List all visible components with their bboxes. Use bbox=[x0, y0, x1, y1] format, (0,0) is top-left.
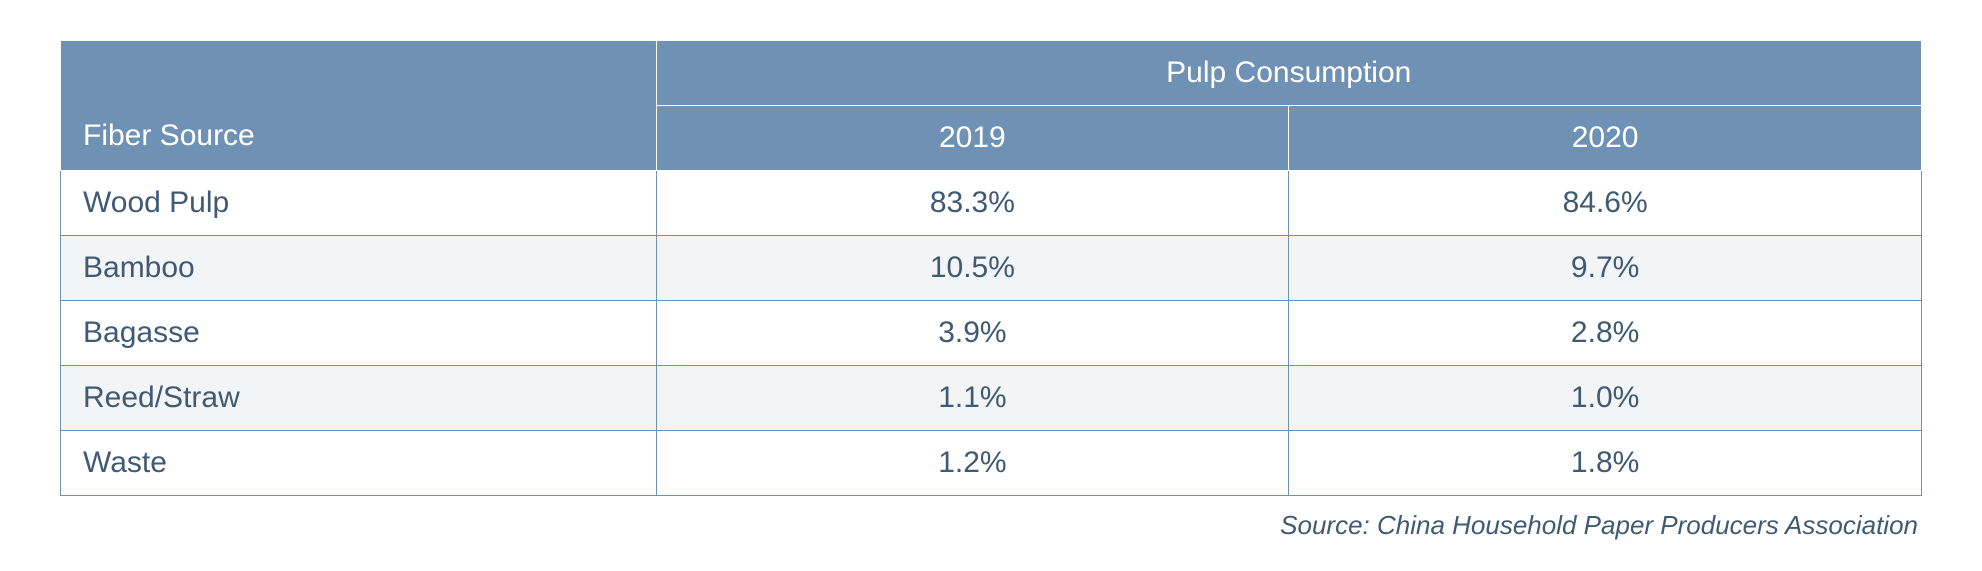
table-header-row-1: Fiber Source Pulp Consumption bbox=[61, 41, 1922, 106]
cell-value: 83.3% bbox=[656, 171, 1289, 236]
cell-value: 1.0% bbox=[1289, 366, 1922, 431]
table-row: Bagasse 3.9% 2.8% bbox=[61, 301, 1922, 366]
header-fiber-source: Fiber Source bbox=[61, 41, 657, 171]
header-year-2019: 2019 bbox=[656, 106, 1289, 171]
cell-label: Bamboo bbox=[61, 236, 657, 301]
cell-label: Waste bbox=[61, 431, 657, 496]
cell-label: Wood Pulp bbox=[61, 171, 657, 236]
table-row: Waste 1.2% 1.8% bbox=[61, 431, 1922, 496]
cell-value: 1.2% bbox=[656, 431, 1289, 496]
cell-value: 9.7% bbox=[1289, 236, 1922, 301]
cell-label: Reed/Straw bbox=[61, 366, 657, 431]
cell-value: 1.8% bbox=[1289, 431, 1922, 496]
cell-value: 10.5% bbox=[656, 236, 1289, 301]
cell-value: 3.9% bbox=[656, 301, 1289, 366]
cell-value: 2.8% bbox=[1289, 301, 1922, 366]
cell-value: 84.6% bbox=[1289, 171, 1922, 236]
cell-label: Bagasse bbox=[61, 301, 657, 366]
cell-value: 1.1% bbox=[656, 366, 1289, 431]
table-row: Reed/Straw 1.1% 1.0% bbox=[61, 366, 1922, 431]
table-container: Fiber Source Pulp Consumption 2019 2020 … bbox=[0, 0, 1982, 571]
pulp-consumption-table: Fiber Source Pulp Consumption 2019 2020 … bbox=[60, 40, 1922, 496]
table-row: Wood Pulp 83.3% 84.6% bbox=[61, 171, 1922, 236]
header-year-2020: 2020 bbox=[1289, 106, 1922, 171]
header-pulp-consumption: Pulp Consumption bbox=[656, 41, 1921, 106]
source-attribution: Source: China Household Paper Producers … bbox=[60, 510, 1922, 541]
table-row: Bamboo 10.5% 9.7% bbox=[61, 236, 1922, 301]
